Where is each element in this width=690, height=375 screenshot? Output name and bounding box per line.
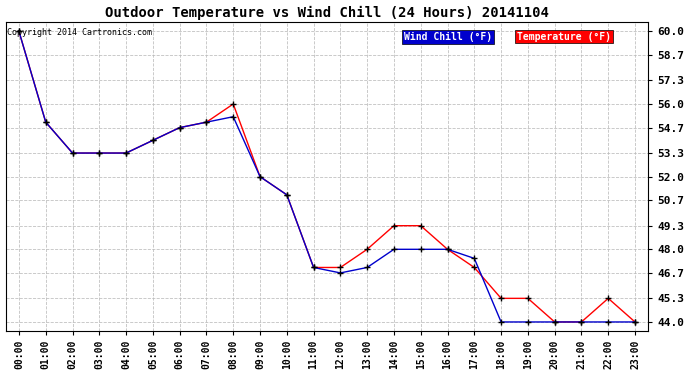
Text: Wind Chill (°F): Wind Chill (°F) xyxy=(404,32,492,42)
Title: Outdoor Temperature vs Wind Chill (24 Hours) 20141104: Outdoor Temperature vs Wind Chill (24 Ho… xyxy=(105,6,549,20)
Text: Temperature (°F): Temperature (°F) xyxy=(517,32,611,42)
Text: Copyright 2014 Cartronics.com: Copyright 2014 Cartronics.com xyxy=(8,28,152,38)
